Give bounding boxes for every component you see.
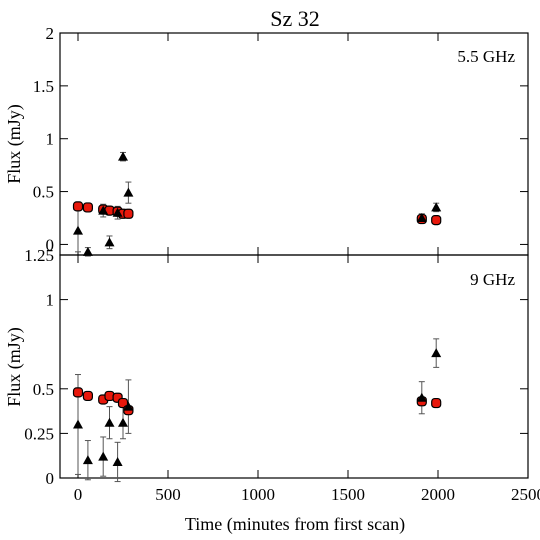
data-point-circle (82, 390, 94, 402)
data-point-circle (123, 208, 134, 219)
data-point-triangle (82, 246, 93, 256)
data-point-triangle (118, 151, 128, 161)
data-point-triangle (112, 456, 123, 466)
x-tick-label: 500 (155, 485, 181, 504)
plot-frame (59, 32, 529, 256)
data-point-circle (72, 387, 84, 398)
x-axis-label: Time (minutes from first scan) (185, 514, 405, 535)
plot-frame (59, 254, 529, 479)
y-tick-label: 0.5 (33, 183, 54, 202)
y-axis-label: Flux (mJy) (4, 327, 25, 407)
data-point-circle (431, 397, 442, 409)
data-point-triangle (73, 225, 83, 235)
y-tick-label: 1.25 (24, 246, 54, 265)
y-axis-label: Flux (mJy) (4, 104, 25, 184)
data-point-triangle (98, 205, 109, 215)
y-tick-label: 0 (46, 235, 55, 254)
panel-9ghz: 9 GHz Flux (mJy) Time (minutes from firs… (4, 246, 540, 535)
data-point-triangle (104, 417, 115, 427)
y-tick-label: 1 (46, 130, 55, 149)
data-point-triangle (98, 451, 109, 461)
data-point-circle (72, 201, 84, 212)
panel-annotation: 9 GHz (470, 270, 515, 289)
data-point-circle (82, 202, 94, 213)
x-tick-label: 2000 (421, 485, 455, 504)
data-point-triangle (431, 202, 442, 212)
y-tick-label: 1.5 (33, 77, 54, 96)
data-point-triangle (123, 401, 134, 411)
data-point-triangle (82, 455, 93, 465)
panel-annotation: 5.5 GHz (457, 47, 515, 66)
x-tick-label: 2500 (511, 485, 540, 504)
x-tick-label: 1500 (331, 485, 365, 504)
data-point-triangle (123, 187, 134, 197)
data-point-triangle (416, 213, 427, 222)
x-tick-label: 0 (74, 485, 83, 504)
x-tick-label: 1000 (241, 485, 275, 504)
data-point-circle (431, 215, 442, 226)
data-point-circle (117, 397, 129, 409)
y-tick-label: 0.25 (24, 424, 54, 443)
y-tick-label: 2 (46, 24, 55, 43)
data-point-triangle (104, 237, 115, 247)
y-tick-label: 0 (46, 469, 55, 488)
data-point-triangle (112, 207, 123, 217)
data-point-triangle (118, 417, 128, 427)
y-tick-label: 1 (46, 291, 55, 310)
y-tick-label: 0.5 (33, 380, 54, 399)
panel-5-5ghz: 5.5 GHz Flux (mJy) 0 0.5 1 1.5 2 (4, 24, 529, 257)
data-point-triangle (73, 419, 83, 429)
data-point-triangle (416, 392, 427, 402)
data-point-triangle (431, 348, 442, 358)
chart-title: Sz 32 (270, 6, 320, 31)
